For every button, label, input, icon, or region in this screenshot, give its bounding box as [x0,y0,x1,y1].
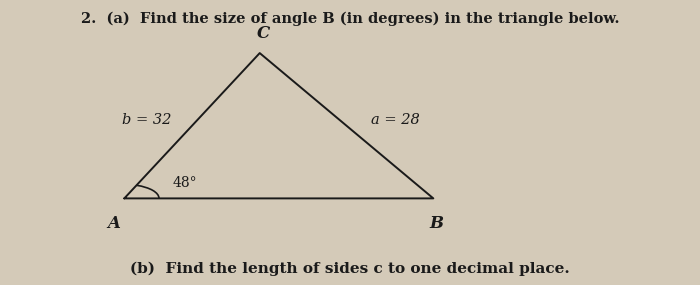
Text: B: B [430,215,444,232]
Text: a = 28: a = 28 [371,113,419,127]
Text: C: C [257,25,270,42]
Text: 2.  (a)  Find the size of angle B (in degrees) in the triangle below.: 2. (a) Find the size of angle B (in degr… [80,11,620,26]
Text: A: A [108,215,120,232]
Text: (b)  Find the length of sides c to one decimal place.: (b) Find the length of sides c to one de… [130,262,570,276]
Text: 48°: 48° [173,176,197,190]
Text: b = 32: b = 32 [122,113,172,127]
